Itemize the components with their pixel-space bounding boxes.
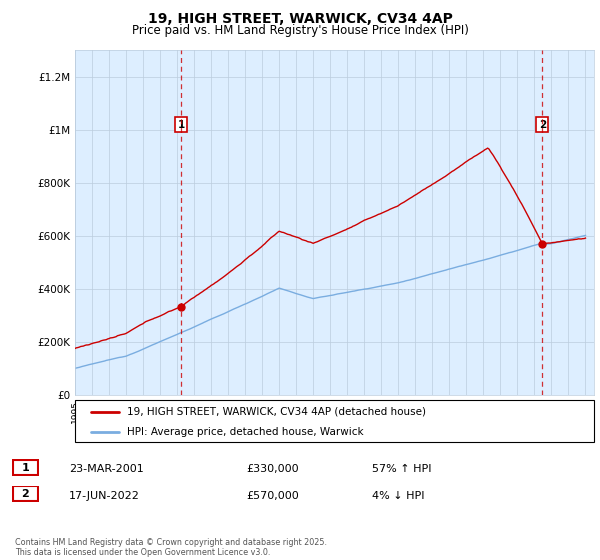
Text: 17-JUN-2022: 17-JUN-2022 bbox=[69, 491, 140, 501]
Text: £570,000: £570,000 bbox=[246, 491, 299, 501]
Text: Price paid vs. HM Land Registry's House Price Index (HPI): Price paid vs. HM Land Registry's House … bbox=[131, 24, 469, 37]
FancyBboxPatch shape bbox=[13, 460, 38, 475]
Text: 19, HIGH STREET, WARWICK, CV34 4AP (detached house): 19, HIGH STREET, WARWICK, CV34 4AP (deta… bbox=[127, 407, 426, 417]
Text: 1: 1 bbox=[178, 120, 185, 129]
Text: 4% ↓ HPI: 4% ↓ HPI bbox=[372, 491, 425, 501]
FancyBboxPatch shape bbox=[13, 486, 38, 502]
Text: 23-MAR-2001: 23-MAR-2001 bbox=[69, 464, 144, 474]
FancyBboxPatch shape bbox=[75, 400, 594, 442]
Text: 2: 2 bbox=[22, 489, 29, 499]
Text: 57% ↑ HPI: 57% ↑ HPI bbox=[372, 464, 431, 474]
Text: 2: 2 bbox=[539, 120, 546, 129]
Text: 19, HIGH STREET, WARWICK, CV34 4AP: 19, HIGH STREET, WARWICK, CV34 4AP bbox=[148, 12, 452, 26]
Text: HPI: Average price, detached house, Warwick: HPI: Average price, detached house, Warw… bbox=[127, 427, 364, 437]
Text: £330,000: £330,000 bbox=[246, 464, 299, 474]
Text: 1: 1 bbox=[22, 463, 29, 473]
Text: Contains HM Land Registry data © Crown copyright and database right 2025.
This d: Contains HM Land Registry data © Crown c… bbox=[15, 538, 327, 557]
